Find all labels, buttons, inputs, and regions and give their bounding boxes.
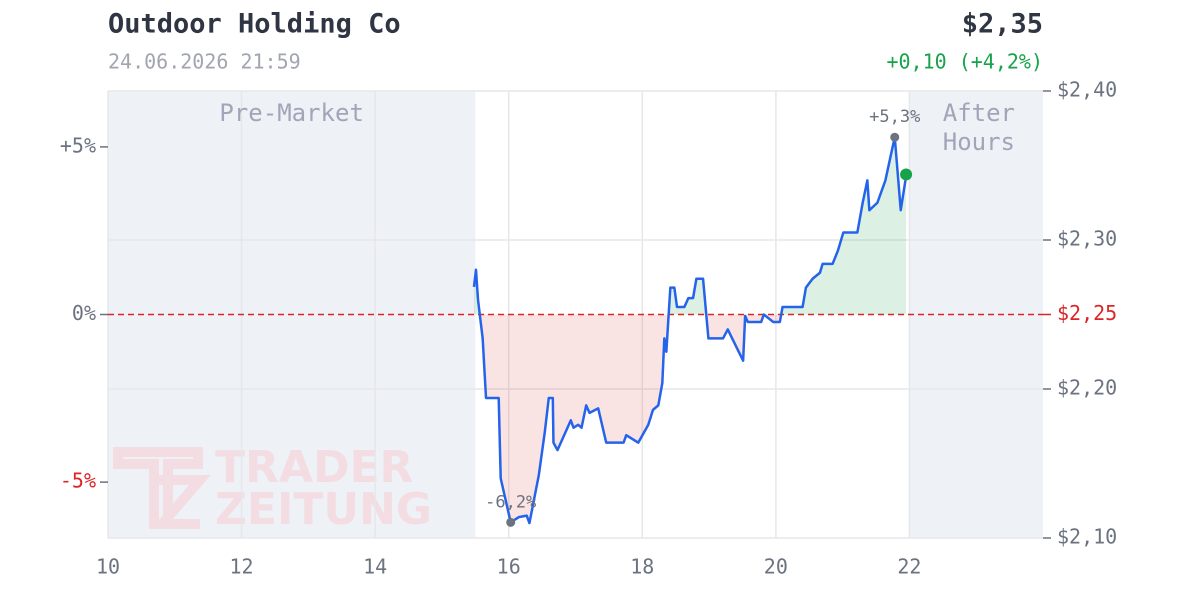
extreme-dot — [890, 132, 900, 142]
watermark: TRADER — [215, 442, 413, 493]
y-tick-label: $2,30 — [1057, 227, 1117, 251]
x-tick-label: 10 — [96, 555, 120, 579]
area-down — [473, 314, 907, 524]
y-tick-label: $2,20 — [1057, 376, 1117, 400]
y2-tick-label: -5% — [60, 469, 96, 493]
extreme-label: +5,3% — [869, 107, 920, 127]
area-up — [473, 137, 907, 315]
x-tick-label: 22 — [897, 555, 921, 579]
x-tick-label: 16 — [497, 555, 521, 579]
chart-title: Outdoor Holding Co — [108, 9, 401, 40]
y-tick-label: $2,10 — [1057, 525, 1117, 549]
reference-label: $2,25 — [1057, 301, 1117, 325]
x-tick-label: 18 — [630, 555, 654, 579]
session-label: After — [943, 99, 1015, 127]
y-tick-label: $2,40 — [1057, 78, 1117, 102]
price-line — [472, 135, 908, 525]
extreme-dot — [506, 517, 516, 527]
timestamp: 24.06.2026 21:59 — [108, 50, 301, 74]
x-tick-label: 20 — [764, 555, 788, 579]
y2-tick-label: +5% — [60, 133, 96, 157]
session-label: Hours — [943, 128, 1015, 156]
extreme-label: -6,2% — [485, 492, 536, 512]
y2-tick-label: 0% — [72, 301, 96, 325]
session-label: Pre-Market — [219, 99, 364, 127]
last-price-dot — [900, 168, 913, 181]
price: $2,35 — [962, 9, 1043, 40]
x-tick-label: 12 — [230, 555, 254, 579]
price-change: +0,10 (+4,2%) — [886, 50, 1043, 74]
x-tick-label: 14 — [363, 555, 387, 579]
watermark-logo — [113, 447, 211, 529]
watermark: ZEITUNG — [215, 484, 432, 535]
